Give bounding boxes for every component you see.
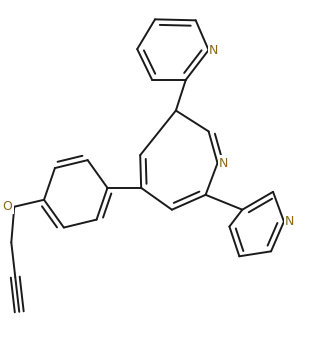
Text: N: N — [219, 156, 228, 170]
Text: O: O — [2, 200, 12, 213]
Text: N: N — [209, 44, 218, 57]
Text: N: N — [285, 215, 295, 228]
